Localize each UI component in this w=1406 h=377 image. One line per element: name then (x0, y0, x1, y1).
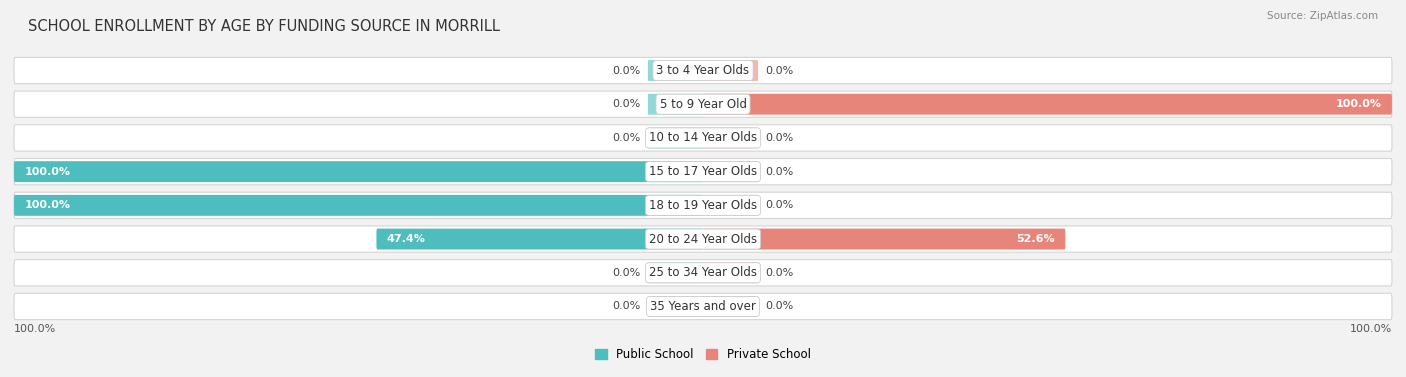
Text: 0.0%: 0.0% (765, 133, 793, 143)
FancyBboxPatch shape (14, 192, 1392, 219)
Text: 52.6%: 52.6% (1017, 234, 1054, 244)
FancyBboxPatch shape (14, 260, 1392, 286)
Text: SCHOOL ENROLLMENT BY AGE BY FUNDING SOURCE IN MORRILL: SCHOOL ENROLLMENT BY AGE BY FUNDING SOUR… (28, 19, 501, 34)
FancyBboxPatch shape (14, 125, 1392, 151)
Text: 0.0%: 0.0% (765, 302, 793, 311)
Text: 5 to 9 Year Old: 5 to 9 Year Old (659, 98, 747, 111)
Text: 100.0%: 100.0% (14, 324, 56, 334)
FancyBboxPatch shape (648, 127, 703, 149)
FancyBboxPatch shape (14, 226, 1392, 252)
Text: 100.0%: 100.0% (1350, 324, 1392, 334)
FancyBboxPatch shape (703, 296, 758, 317)
Text: 0.0%: 0.0% (613, 302, 641, 311)
FancyBboxPatch shape (703, 94, 1392, 115)
FancyBboxPatch shape (648, 94, 703, 115)
Text: 0.0%: 0.0% (613, 99, 641, 109)
Text: 25 to 34 Year Olds: 25 to 34 Year Olds (650, 266, 756, 279)
Text: Source: ZipAtlas.com: Source: ZipAtlas.com (1267, 11, 1378, 21)
FancyBboxPatch shape (14, 161, 703, 182)
Text: 35 Years and over: 35 Years and over (650, 300, 756, 313)
Text: 0.0%: 0.0% (613, 133, 641, 143)
FancyBboxPatch shape (703, 161, 758, 182)
Text: 0.0%: 0.0% (613, 268, 641, 278)
FancyBboxPatch shape (648, 60, 703, 81)
FancyBboxPatch shape (14, 195, 703, 216)
Text: 100.0%: 100.0% (24, 167, 70, 177)
FancyBboxPatch shape (703, 262, 758, 283)
Text: 15 to 17 Year Olds: 15 to 17 Year Olds (650, 165, 756, 178)
FancyBboxPatch shape (648, 296, 703, 317)
Text: 20 to 24 Year Olds: 20 to 24 Year Olds (650, 233, 756, 245)
Text: 100.0%: 100.0% (24, 200, 70, 210)
Text: 0.0%: 0.0% (765, 167, 793, 177)
Text: 0.0%: 0.0% (765, 66, 793, 75)
FancyBboxPatch shape (14, 293, 1392, 320)
FancyBboxPatch shape (377, 228, 703, 250)
FancyBboxPatch shape (703, 127, 758, 149)
Text: 100.0%: 100.0% (1336, 99, 1382, 109)
FancyBboxPatch shape (703, 228, 1066, 250)
FancyBboxPatch shape (14, 57, 1392, 84)
Text: 18 to 19 Year Olds: 18 to 19 Year Olds (650, 199, 756, 212)
Text: 0.0%: 0.0% (765, 268, 793, 278)
FancyBboxPatch shape (703, 195, 758, 216)
Text: 47.4%: 47.4% (387, 234, 426, 244)
FancyBboxPatch shape (14, 158, 1392, 185)
FancyBboxPatch shape (648, 262, 703, 283)
Text: 10 to 14 Year Olds: 10 to 14 Year Olds (650, 132, 756, 144)
Text: 0.0%: 0.0% (613, 66, 641, 75)
FancyBboxPatch shape (703, 60, 758, 81)
Text: 3 to 4 Year Olds: 3 to 4 Year Olds (657, 64, 749, 77)
Legend: Public School, Private School: Public School, Private School (591, 343, 815, 366)
Text: 0.0%: 0.0% (765, 200, 793, 210)
FancyBboxPatch shape (14, 91, 1392, 117)
